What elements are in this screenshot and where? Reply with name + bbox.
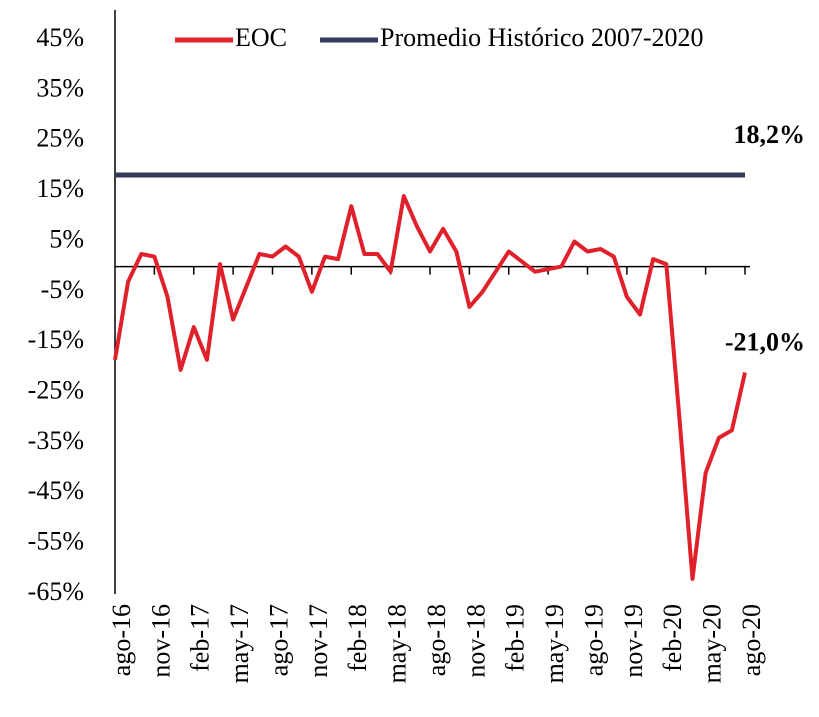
x-tick-label: may-19: [540, 604, 569, 683]
x-tick-label: ago-16: [107, 604, 136, 676]
x-tick-label: feb-18: [343, 604, 372, 672]
x-tick-label: may-18: [383, 604, 412, 683]
y-tick-label: -65%: [28, 577, 84, 606]
y-tick-label: -45%: [28, 476, 84, 505]
y-tick-label: 25%: [36, 124, 84, 153]
value-label: -21,0%: [725, 327, 805, 356]
y-tick-label: 45%: [36, 23, 84, 52]
x-tick-label: nov-18: [461, 604, 490, 678]
y-tick-label: 15%: [36, 174, 84, 203]
x-tick-label: ago-17: [264, 604, 293, 676]
x-tick-label: nov-19: [619, 604, 648, 678]
x-tick-label: nov-16: [146, 604, 175, 678]
x-tick-label: may-17: [225, 604, 254, 683]
value-label: 18,2%: [734, 120, 806, 149]
x-tick-label: feb-19: [501, 604, 530, 672]
legend-label: EOC: [235, 23, 287, 52]
series-line: [113, 194, 747, 581]
y-tick-label: 35%: [36, 73, 84, 102]
y-tick-label: -25%: [28, 376, 84, 405]
x-tick-label: ago-18: [422, 604, 451, 676]
y-tick-label: -55%: [28, 527, 84, 556]
x-tick-label: ago-20: [737, 604, 766, 676]
y-tick-label: -35%: [28, 426, 84, 455]
y-tick-label: -15%: [28, 325, 84, 354]
y-tick-label: -5%: [41, 275, 84, 304]
legend-label: Promedio Histórico 2007-2020: [380, 23, 704, 52]
x-tick-label: ago-19: [579, 604, 608, 676]
x-tick-label: feb-20: [658, 604, 687, 672]
x-tick-label: feb-17: [186, 604, 215, 672]
x-tick-label: nov-17: [304, 604, 333, 678]
x-tick-label: may-20: [698, 604, 727, 683]
y-tick-label: 5%: [49, 224, 84, 253]
